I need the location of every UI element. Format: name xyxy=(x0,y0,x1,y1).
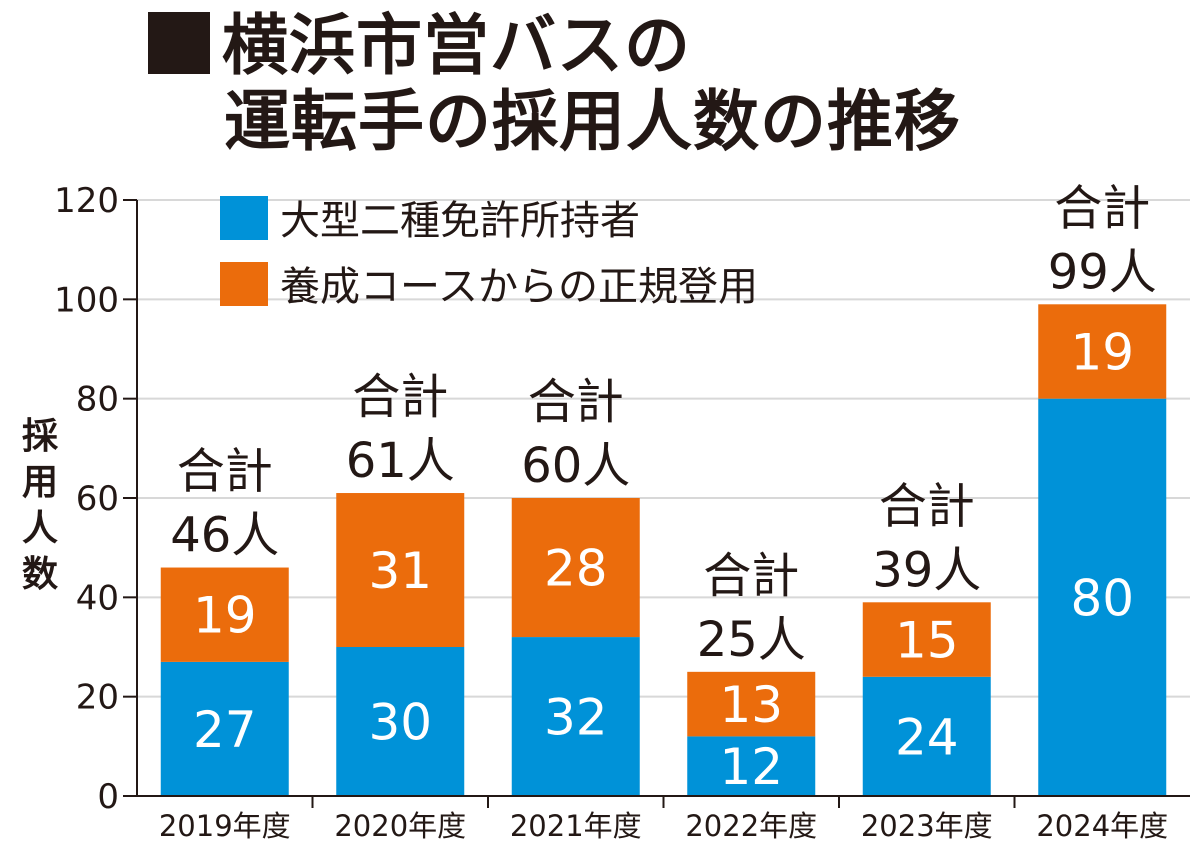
title-square-marker xyxy=(148,12,210,74)
y-tick-label-80: 80 xyxy=(76,380,119,420)
total-value-label-4: 39人 xyxy=(872,542,981,598)
bar-value-label-0-4: 24 xyxy=(895,708,959,766)
bar-seg-1-2 xyxy=(511,498,640,638)
bar-value-label-1-0: 19 xyxy=(193,587,257,645)
y-tick-label-40: 40 xyxy=(76,578,119,618)
bar-seg-1-0 xyxy=(160,567,289,662)
total-prefix-label-4: 合計 xyxy=(879,478,975,534)
total-value-label-0: 46人 xyxy=(170,508,279,564)
bar-seg-0-2 xyxy=(511,637,640,796)
bar-value-label-1-1: 31 xyxy=(368,542,432,600)
bar-value-label-0-1: 30 xyxy=(368,694,432,752)
legend-label-0: 大型二種免許所持者 xyxy=(280,198,640,244)
x-tick-label-0: 2019年度 xyxy=(159,809,291,843)
y-tick-label-100: 100 xyxy=(54,280,119,320)
total-prefix-label-0: 合計 xyxy=(177,444,273,500)
total-value-label-1: 61人 xyxy=(346,433,455,489)
bar-value-label-1-2: 28 xyxy=(544,540,608,598)
y-tick-label-20: 20 xyxy=(76,678,119,718)
total-prefix-label-2: 合計 xyxy=(528,374,624,430)
bar-seg-0-3 xyxy=(687,736,816,796)
bar-seg-1-3 xyxy=(687,671,816,737)
x-tick-label-5: 2024年度 xyxy=(1036,809,1168,843)
y-tick-label-0: 0 xyxy=(97,777,119,817)
bar-value-label-0-5: 80 xyxy=(1070,569,1134,627)
title-line-2: 運転手の採用人数の推移 xyxy=(224,83,961,160)
bar-seg-0-0 xyxy=(160,661,289,796)
bar-value-label-1-5: 19 xyxy=(1070,323,1134,381)
bar-value-label-0-0: 27 xyxy=(193,701,257,759)
y-tick-label-120: 120 xyxy=(54,181,119,221)
y-axis-label-char-2: 人 xyxy=(22,508,58,549)
bar-seg-0-1 xyxy=(336,647,465,796)
bar-seg-1-1 xyxy=(336,493,465,647)
bar-seg-0-4 xyxy=(862,676,991,796)
axes: 0 20 40 60 80 100 120 採用人数 2019年度 2020年度 2021年度 202… xyxy=(22,181,1190,843)
y-axis-label-char-3: 数 xyxy=(22,554,58,595)
total-value-label-5: 99人 xyxy=(1048,244,1157,300)
grid-lines xyxy=(137,199,1190,698)
total-prefix-label-5: 合計 xyxy=(1054,180,1150,236)
bar-value-label-1-4: 15 xyxy=(895,612,959,670)
x-tick-label-3: 2022年度 xyxy=(685,809,817,843)
legend-swatch-0 xyxy=(220,196,268,240)
total-prefix-label-1: 合計 xyxy=(352,369,448,425)
title-line-1-text: 横浜市営バスの xyxy=(222,7,691,84)
total-value-label-3: 25人 xyxy=(697,612,806,668)
y-tick-label-60: 60 xyxy=(76,479,119,519)
total-prefix-label-3: 合計 xyxy=(703,548,799,604)
y-axis-label-char-0: 採 xyxy=(22,416,59,457)
chart-title: 横浜市営バスの 運転手の採用人数の推移 xyxy=(148,8,961,160)
bar-value-label-0-2: 32 xyxy=(544,689,608,747)
bar-value-label-0-3: 12 xyxy=(719,738,783,796)
total-value-label-2: 60人 xyxy=(521,438,630,494)
bar-seg-0-5 xyxy=(1038,398,1167,796)
bar-seg-1-5 xyxy=(1038,304,1167,399)
bar-seg-1-4 xyxy=(862,602,991,677)
bar-value-label-1-3: 13 xyxy=(719,676,783,734)
legend-swatch-1 xyxy=(220,262,268,306)
x-tick-label-4: 2023年度 xyxy=(861,809,993,843)
title-line-1: 横浜市営バスの xyxy=(148,8,961,84)
x-tick-label-1: 2020年度 xyxy=(334,809,466,843)
x-tick-label-2: 2021年度 xyxy=(510,809,642,843)
y-axis-label-char-1: 用 xyxy=(22,462,58,503)
legend-label-1: 養成コースからの正規登用 xyxy=(280,264,758,310)
